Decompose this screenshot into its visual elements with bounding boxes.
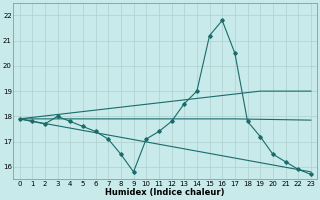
X-axis label: Humidex (Indice chaleur): Humidex (Indice chaleur) — [106, 188, 225, 197]
